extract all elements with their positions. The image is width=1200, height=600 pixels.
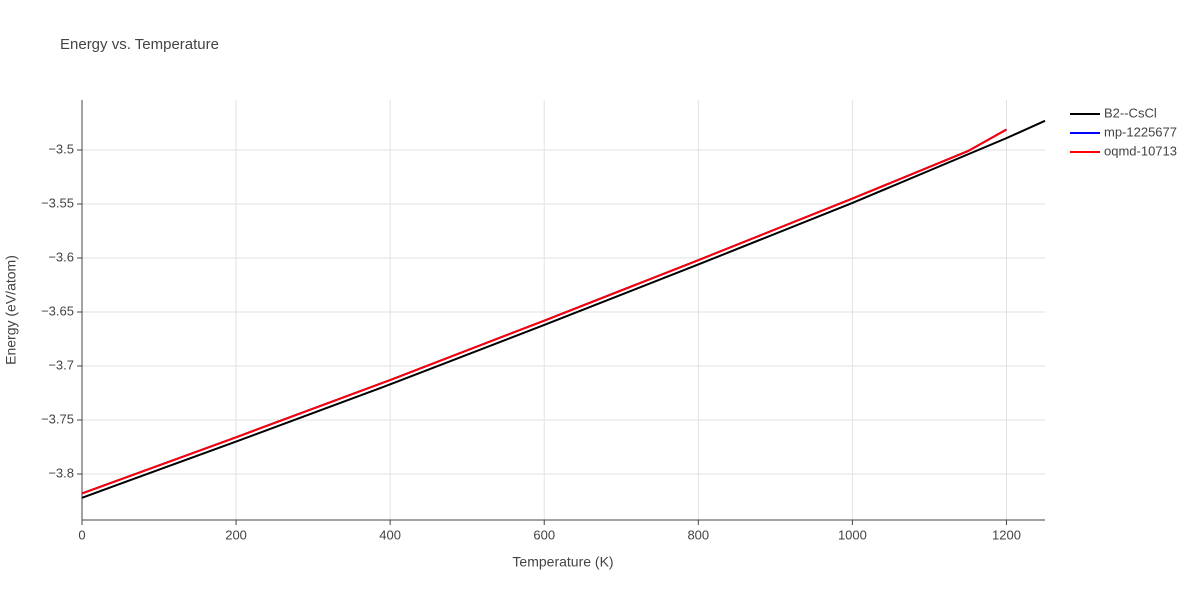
x-tick-label: 400: [379, 527, 401, 542]
x-tick-label: 600: [533, 527, 555, 542]
x-tick-label: 1000: [838, 527, 867, 542]
legend-label: mp-1225677: [1104, 124, 1177, 139]
y-tick-label: −3.6: [48, 249, 74, 264]
x-tick-label: 1200: [992, 527, 1021, 542]
legend-label: B2--CsCl: [1104, 105, 1157, 120]
x-tick-label: 200: [225, 527, 247, 542]
x-axis-label: Temperature (K): [512, 554, 613, 570]
y-tick-label: −3.8: [48, 465, 74, 480]
y-tick-label: −3.7: [48, 357, 74, 372]
y-tick-label: −3.65: [41, 303, 74, 318]
y-axis-label: Energy (eV/atom): [3, 255, 19, 365]
chart-title: Energy vs. Temperature: [60, 36, 219, 53]
legend-label: oqmd-10713: [1104, 143, 1177, 158]
series-line: [81, 128, 1007, 495]
x-tick-label: 800: [687, 527, 709, 542]
y-tick-label: −3.75: [41, 411, 74, 426]
y-tick-label: −3.5: [48, 141, 74, 156]
series-line: [81, 119, 1046, 499]
y-tick-label: −3.55: [41, 195, 74, 210]
x-tick-label: 0: [78, 527, 85, 542]
